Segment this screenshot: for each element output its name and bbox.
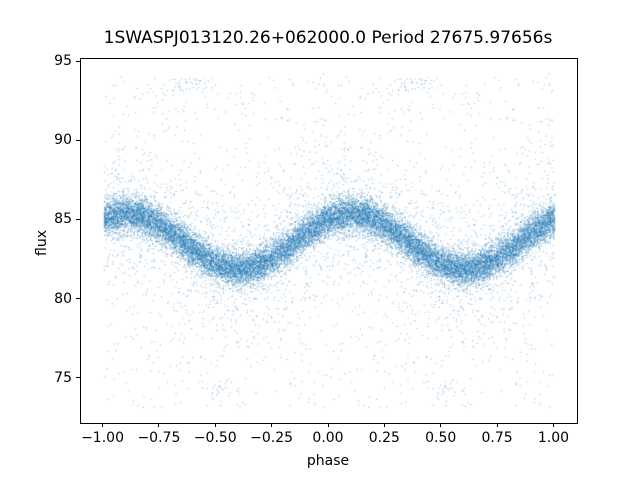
x-axis-label: phase <box>306 453 350 469</box>
x-tick-label: 0.50 <box>425 430 457 446</box>
x-tick-label: −0.75 <box>137 430 181 446</box>
x-tick-mark <box>271 423 273 427</box>
x-tick-mark <box>383 423 385 427</box>
y-tick-mark <box>76 218 80 220</box>
x-tick-mark <box>214 423 216 427</box>
x-tick-mark <box>496 423 498 427</box>
x-tick-mark <box>327 423 329 427</box>
y-tick-label: 75 <box>54 369 72 386</box>
y-tick-label: 90 <box>54 132 72 149</box>
y-tick-mark <box>76 60 80 62</box>
x-tick-label: −0.25 <box>250 430 294 446</box>
x-tick-mark <box>158 423 160 427</box>
x-tick-mark <box>440 423 442 427</box>
x-tick-label: 1.00 <box>537 430 570 446</box>
plot-area <box>80 58 578 424</box>
y-axis-label: flux <box>34 230 50 256</box>
x-tick-mark <box>102 423 104 427</box>
y-tick-label: 80 <box>54 290 72 307</box>
x-tick-mark <box>552 423 554 427</box>
scatter-points-canvas <box>81 59 577 423</box>
x-tick-label: −1.00 <box>81 430 124 446</box>
y-tick-label: 85 <box>54 211 72 228</box>
y-tick-mark <box>76 139 80 141</box>
x-tick-label: −0.50 <box>193 430 237 446</box>
x-tick-label: 0.25 <box>368 430 400 446</box>
y-tick-mark <box>76 298 80 300</box>
y-tick-mark <box>76 377 80 379</box>
x-tick-label: 0.75 <box>481 430 513 446</box>
y-tick-label: 95 <box>54 53 72 70</box>
chart-title: 1SWASPJ013120.26+062000.0 Period 27675.9… <box>103 28 553 48</box>
x-tick-label: 0.00 <box>312 430 344 446</box>
